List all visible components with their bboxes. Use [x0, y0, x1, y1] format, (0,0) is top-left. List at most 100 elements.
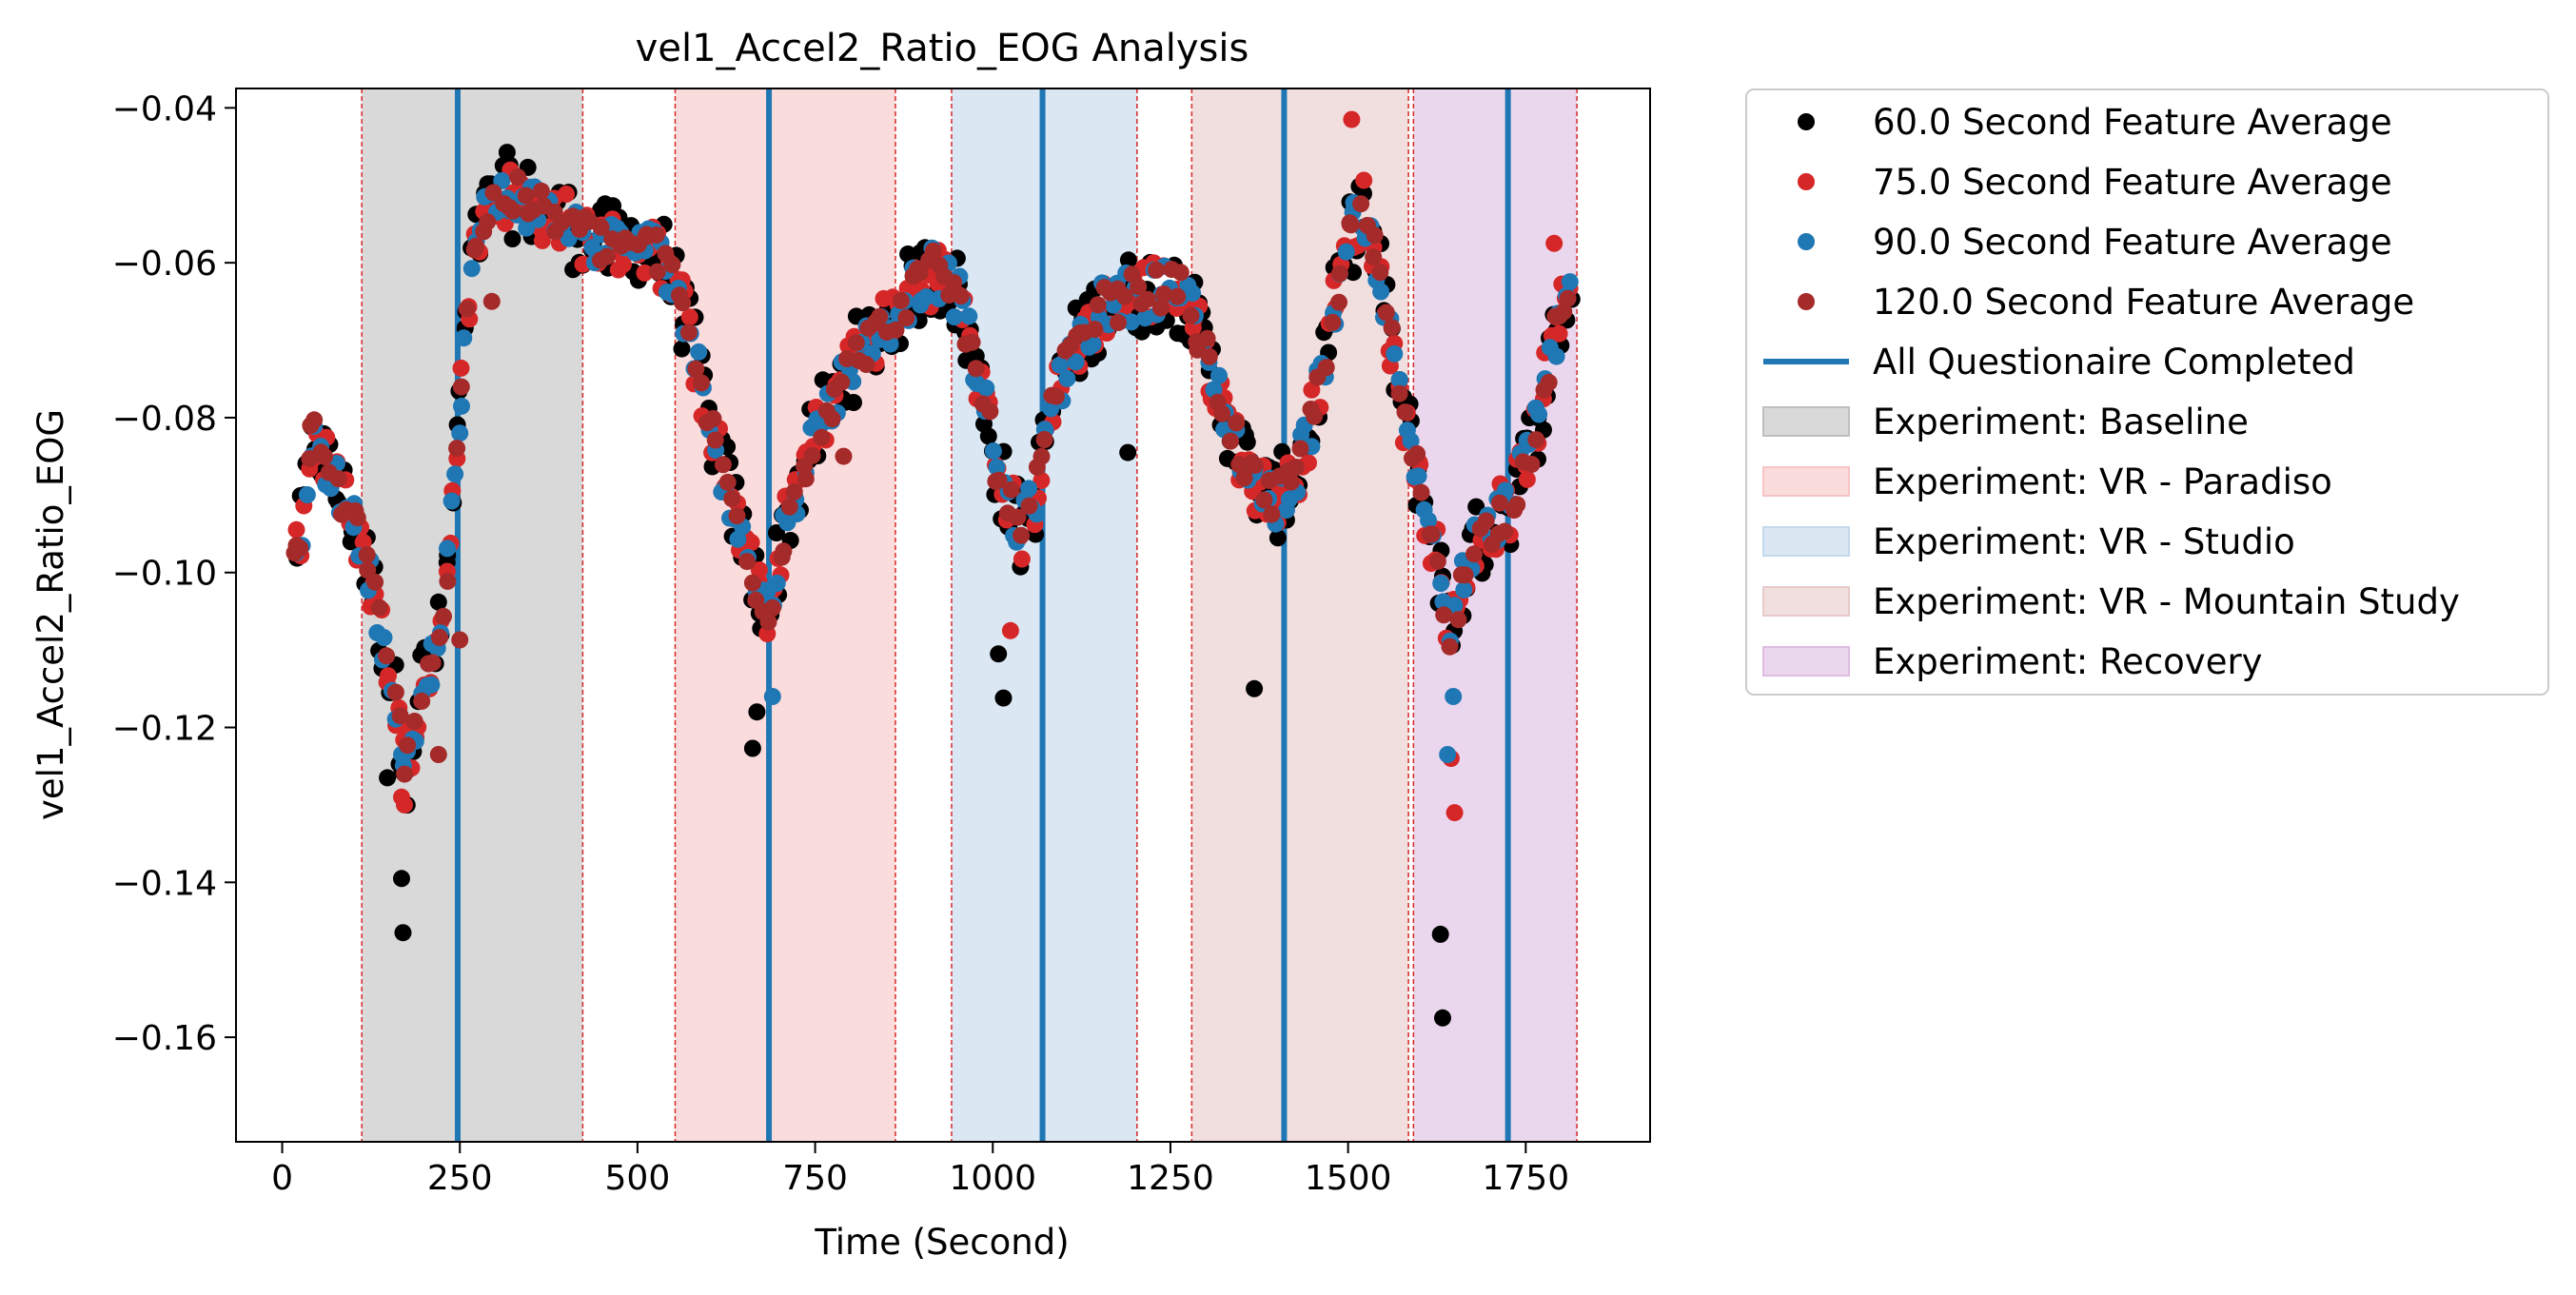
point-s0-135 — [768, 524, 785, 541]
point-s3-5 — [316, 447, 334, 465]
point-s2-35 — [462, 260, 481, 278]
point-s0-364 — [1434, 1009, 1451, 1027]
point-s3-70 — [687, 360, 705, 378]
point-s0-61 — [503, 230, 521, 247]
point-s1-109 — [750, 561, 768, 579]
point-s3-126 — [1002, 481, 1020, 499]
plot-frame — [235, 88, 1651, 1143]
point-s3-194 — [1390, 384, 1408, 402]
point-s3-145 — [1110, 314, 1127, 331]
x-tick-label-6: 1500 — [1305, 1159, 1392, 1198]
point-s2-261 — [1439, 746, 1457, 763]
point-s2-139 — [977, 379, 995, 397]
point-s3-179 — [1306, 407, 1324, 425]
point-s1-77 — [615, 255, 632, 273]
point-s3-98 — [847, 334, 865, 352]
point-s0-368 — [743, 739, 761, 757]
point-s3-140 — [1086, 321, 1104, 339]
point-s3-18 — [391, 707, 409, 725]
point-s0-371 — [1119, 443, 1137, 461]
point-s3-176 — [1287, 459, 1305, 476]
point-s3-212 — [1490, 494, 1508, 512]
point-s0-367 — [990, 645, 1008, 663]
point-s3-32 — [467, 237, 485, 255]
point-s2-140 — [984, 442, 1002, 460]
point-s3-200 — [1423, 525, 1441, 543]
point-s3-100 — [857, 356, 875, 373]
point-s0-276 — [1268, 529, 1287, 547]
point-s3-183 — [1330, 293, 1347, 311]
point-s2-218 — [1372, 283, 1390, 301]
point-s3-206 — [1456, 566, 1474, 584]
point-s3-30 — [458, 300, 476, 318]
legend-label-8: Experiment: VR - Mountain Study — [1873, 581, 2460, 622]
experiment-spans — [361, 88, 1578, 1142]
point-s2-180 — [1184, 285, 1202, 303]
point-s3-15 — [370, 598, 388, 617]
point-s2-222 — [1390, 371, 1408, 388]
point-s0-157 — [845, 394, 862, 411]
point-s3-71 — [693, 374, 710, 392]
point-s3-161 — [1200, 347, 1218, 365]
legend-marker-3 — [1798, 293, 1815, 310]
point-s3-182 — [1324, 313, 1342, 331]
point-s3-29 — [452, 378, 470, 396]
point-s3-74 — [706, 431, 724, 449]
point-s3-218 — [1527, 431, 1545, 449]
point-s2-260 — [1445, 688, 1463, 705]
legend-label-4: All Questionaire Completed — [1873, 342, 2355, 383]
point-s1-170 — [1013, 550, 1031, 568]
y-tick-label-1: −0.06 — [112, 245, 217, 284]
point-s1-308 — [1001, 621, 1019, 639]
point-s3-92 — [813, 428, 831, 446]
x-tick-label-7: 1750 — [1483, 1159, 1570, 1198]
point-s2-141 — [988, 459, 1006, 477]
legend-label-2: 90.0 Second Feature Average — [1873, 222, 2392, 263]
point-s3-134 — [1047, 387, 1065, 405]
point-s0-361 — [393, 870, 410, 888]
point-s3-186 — [1342, 216, 1360, 234]
point-s3-105 — [887, 321, 905, 339]
point-s3-28 — [448, 440, 466, 458]
point-s0-297 — [1345, 264, 1362, 282]
point-s3-184 — [1330, 265, 1348, 283]
point-s3-55 — [599, 247, 617, 265]
point-s2-34 — [455, 329, 473, 347]
point-s3-190 — [1366, 226, 1384, 245]
point-s3-156 — [1171, 264, 1190, 282]
point-s0-366 — [994, 689, 1013, 707]
point-s1-39 — [452, 359, 470, 377]
point-s2-127 — [917, 288, 935, 306]
y-tick-label-0: −0.04 — [112, 89, 217, 128]
legend-label-5: Experiment: Baseline — [1873, 402, 2249, 442]
point-s0-268 — [1238, 433, 1256, 451]
point-s3-150 — [1138, 290, 1156, 308]
y-tick-label-6: −0.16 — [112, 1019, 217, 1058]
x-axis-label: Time (Second) — [814, 1222, 1069, 1263]
point-s2-41 — [493, 172, 511, 189]
point-s3-122 — [981, 402, 999, 421]
point-s2-81 — [690, 343, 708, 361]
x-tick-label-3: 750 — [782, 1159, 848, 1198]
point-s3-128 — [1013, 526, 1031, 544]
point-s3-151 — [1148, 261, 1165, 279]
point-s3-166 — [1230, 456, 1249, 474]
point-s3-17 — [386, 683, 404, 701]
x-axis-ticks: 0 250 500 750 1000 1250 1500 1750 — [271, 1142, 1569, 1198]
point-s2-185 — [1210, 366, 1228, 384]
point-s3-83 — [759, 613, 777, 631]
point-s2-160 — [1084, 335, 1102, 353]
point-s3-106 — [892, 292, 910, 309]
point-s1-289 — [1518, 470, 1536, 488]
point-s3-25 — [431, 629, 448, 646]
point-s3-225 — [429, 746, 447, 763]
point-s3-167 — [1235, 469, 1253, 487]
point-s3-91 — [803, 446, 821, 464]
point-s3-110 — [911, 264, 929, 282]
point-s3-224 — [1559, 289, 1577, 307]
point-s1-22 — [380, 667, 397, 685]
point-s2-155 — [1058, 369, 1076, 387]
point-s3-172 — [1263, 505, 1281, 523]
point-s3-146 — [1116, 287, 1133, 305]
point-s3-14 — [366, 573, 384, 591]
